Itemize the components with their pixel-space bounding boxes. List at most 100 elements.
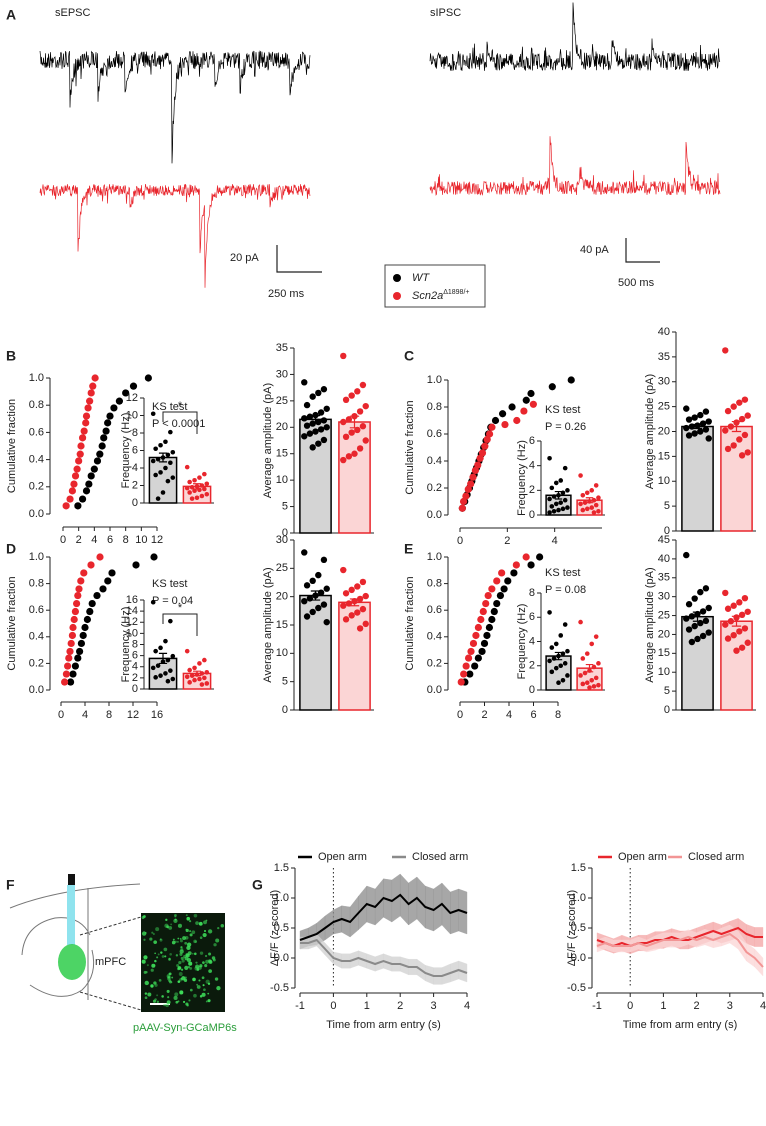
x-tick-label: 10 [135,534,147,546]
x-tick-label: 6 [107,534,113,546]
data-point [688,638,696,646]
data-point [345,453,353,460]
micrograph-cell [171,940,176,945]
micrograph-cell [189,988,193,992]
point [471,662,479,670]
y-axis-label: Cumulative fraction [404,400,416,494]
point [472,631,480,640]
micrograph-cell [194,940,197,943]
point [464,485,472,493]
y-tick-label: 10 [276,474,288,486]
data-point [744,608,751,615]
data-point [691,595,698,602]
y-tick-label: 40 [658,326,670,338]
point [478,449,487,457]
panel-label: E [404,541,413,557]
micrograph-cell [169,980,172,984]
p-value: P = 0.08 [545,584,586,596]
y-tick-label: 1.5 [571,862,586,874]
micrograph-cell [195,921,199,925]
micrograph-cell [163,947,168,952]
data-point [354,609,361,616]
micrograph-cell [204,930,207,933]
point [86,397,94,405]
y-tick-label: 0.6 [427,428,442,440]
data-point [165,478,171,484]
data-point [153,648,158,654]
micrograph-cell [202,984,205,987]
point [75,457,83,465]
y-axis-label: Frequency (Hz) [516,604,528,680]
data-point [202,486,207,492]
point [74,654,82,662]
data-point [170,475,176,480]
stat-test: KS test [545,404,580,416]
data-point [736,599,743,606]
data-point [168,429,173,435]
data-point [733,419,740,426]
trace [429,136,721,196]
y-tick-label: 4 [529,635,535,647]
stat-test: KS test [152,578,187,590]
zoom-line [79,916,142,1011]
micrograph-cell [179,990,184,995]
y-tick-label: 6 [132,650,138,662]
data-point [303,401,311,409]
data-point [697,588,704,596]
y-tick-label: 30 [658,376,670,388]
data-point [194,495,200,501]
point [457,678,465,686]
injection-site [58,944,86,980]
micrograph-cell [150,984,154,988]
data-point [163,465,168,471]
data-point [549,504,555,509]
data-point [306,595,314,602]
point [132,561,140,569]
y-tick-label: 20 [658,628,670,640]
y-tick-label: 6 [529,435,535,447]
data-point [744,639,751,646]
micrograph-cell [177,966,182,970]
data-point [694,422,701,429]
y-tick-label: 30 [276,534,288,546]
point [67,678,75,686]
y-tick-label: 20 [276,591,288,603]
point [77,577,85,585]
fiber-ferrule [68,874,75,885]
point [458,504,466,512]
data-point [589,488,595,493]
point [484,591,492,600]
data-point [547,510,552,515]
scale-label: 20 pA [230,252,259,264]
x-tick-label: 6 [530,709,536,721]
line [299,893,468,941]
data-point [744,449,751,456]
data-point [702,426,710,433]
point [74,502,82,510]
micrograph-cell [189,920,192,923]
micrograph-cell [166,1000,171,1005]
point [104,419,112,427]
micrograph-cell [220,924,225,928]
micrograph-cell [203,920,207,925]
point [85,480,93,488]
data-point [562,622,568,627]
data-point [683,405,690,412]
y-tick-label: 14 [126,605,138,617]
data-point [705,629,712,636]
y-tick-label: 12 [126,616,138,628]
data-point [317,426,325,433]
data-point [697,428,704,435]
data-point [699,608,707,615]
y-tick-label: 0.4 [427,631,442,643]
micrograph-cell [167,996,170,999]
data-point [340,352,347,360]
point [82,412,91,420]
point [70,615,78,624]
data-point [584,506,590,512]
micrograph-cell [177,980,181,983]
micrograph-cell [164,923,169,928]
micrograph-cell [216,985,221,991]
data-point [342,590,350,597]
x-tick-label: 2 [694,1000,700,1012]
